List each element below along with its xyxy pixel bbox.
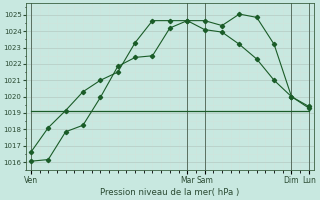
X-axis label: Pression niveau de la mer( hPa ): Pression niveau de la mer( hPa )	[100, 188, 239, 197]
